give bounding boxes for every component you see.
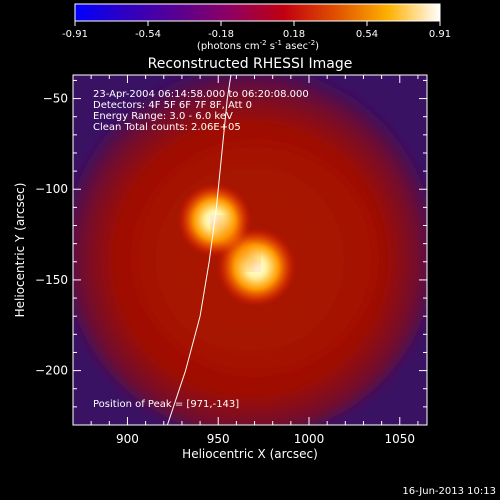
y-axis-label: Heliocentric Y (arcsec) [13,183,27,318]
x-tick-label: 950 [207,432,230,446]
heatmap-image [73,75,427,425]
footer-date: 16-Jun-2013 10:13 [402,486,496,497]
annotation-line: 23-Apr-2004 06:14:58.000 to 06:20:08.000 [93,89,309,100]
solar-limb-line [166,75,232,425]
colorbar-tick-label: -0.91 [62,29,88,40]
chart-title: Reconstructed RHESSI Image [148,56,353,72]
annotations: 23-Apr-2004 06:14:58.000 to 06:20:08.000… [93,89,309,133]
colorbar-tick-label: 0.54 [356,29,378,40]
y-tick-label: −150 [35,273,68,287]
colorbar-tick-label: -0.54 [135,29,161,40]
colorbar-tick-label: -0.18 [208,29,234,40]
peak-annotation: Position of Peak = [971,-143] [93,399,239,410]
plot-frame [72,74,428,426]
annotation-line: Clean Total counts: 2.06E+05 [93,122,241,133]
source-bridge [207,214,264,274]
x-tick-label: 1050 [384,432,415,446]
colorbar-ticks: -0.91 -0.54 -0.18 0.18 0.54 0.91 [62,21,451,40]
axis-ticks: 900 950 1000 1050 −50 −100 −150 −200 [35,75,427,446]
colorbar-tick-label: 0.18 [283,29,305,40]
annotation-line: Energy Range: 3.0 - 6.0 keV [93,111,233,122]
colorbar-unit-label: (photons cm-2 s-1 asec-2) [197,39,319,52]
annotation-line: Detectors: 4F 5F 6F 7F 8F, Att 0 [93,100,252,111]
y-tick-label: −50 [43,92,68,106]
emission-sources [177,182,297,308]
colorbar [74,3,441,22]
x-axis-label: Heliocentric X (arcsec) [182,447,318,461]
y-tick-label: −200 [35,364,68,378]
x-tick-label: 900 [116,432,139,446]
colorbar-tick-label: 0.91 [429,29,451,40]
x-tick-label: 1000 [294,432,325,446]
y-tick-label: −100 [35,182,68,196]
